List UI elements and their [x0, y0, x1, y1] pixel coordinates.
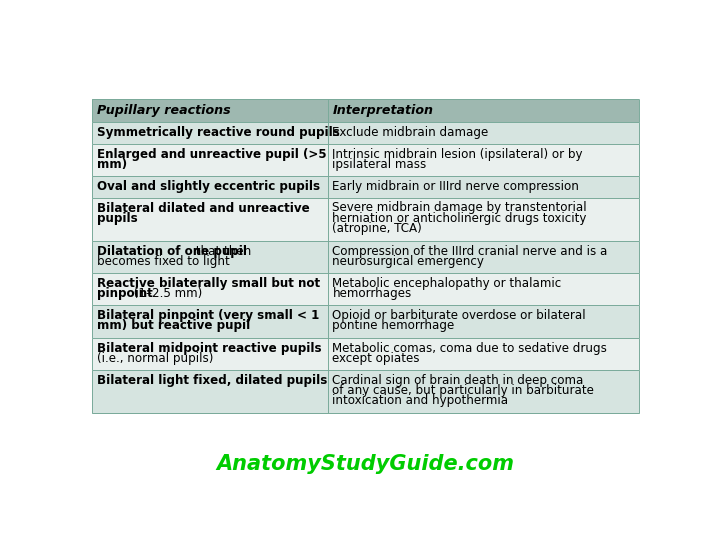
Text: Enlarged and unreactive pupil (>5: Enlarged and unreactive pupil (>5 — [97, 148, 327, 161]
Text: pupils: pupils — [97, 212, 138, 224]
Text: Bilateral light fixed, dilated pupils: Bilateral light fixed, dilated pupils — [97, 374, 327, 387]
Bar — [92, 122, 639, 144]
Text: Pupillary reactions: Pupillary reactions — [97, 104, 230, 117]
Text: ipsilateral mass: ipsilateral mass — [332, 158, 426, 171]
Text: neurosurgical emergency: neurosurgical emergency — [332, 255, 484, 267]
Text: Exclude midbrain damage: Exclude midbrain damage — [332, 126, 488, 139]
Text: (1–2.5 mm): (1–2.5 mm) — [130, 287, 202, 300]
Text: except opiates: except opiates — [332, 352, 420, 365]
Text: pinpoint: pinpoint — [97, 287, 153, 300]
Bar — [92, 198, 639, 241]
Text: Severe midbrain damage by transtentorial: Severe midbrain damage by transtentorial — [332, 201, 587, 214]
Text: Interpretation: Interpretation — [332, 104, 434, 117]
Text: becomes fixed to light: becomes fixed to light — [97, 255, 230, 267]
Bar — [92, 144, 639, 176]
Text: Opioid or barbiturate overdose or bilateral: Opioid or barbiturate overdose or bilate… — [332, 309, 586, 322]
Bar — [92, 273, 639, 306]
Text: hemorrhages: hemorrhages — [332, 287, 411, 300]
Text: Bilateral dilated and unreactive: Bilateral dilated and unreactive — [97, 201, 309, 214]
Text: Metabolic comas, coma due to sedative drugs: Metabolic comas, coma due to sedative dr… — [332, 342, 607, 354]
Text: (atropine, TCA): (atropine, TCA) — [332, 222, 422, 235]
Text: mm): mm) — [97, 158, 127, 171]
Text: Cardinal sign of brain death in deep coma: Cardinal sign of brain death in deep com… — [332, 374, 584, 387]
Text: herniation or anticholinergic drugs toxicity: herniation or anticholinergic drugs toxi… — [332, 212, 587, 224]
Text: Symmetrically reactive round pupils: Symmetrically reactive round pupils — [97, 126, 340, 139]
Bar — [92, 176, 639, 198]
Text: intoxication and hypothermia: intoxication and hypothermia — [332, 394, 508, 407]
Text: (i.e., normal pupils): (i.e., normal pupils) — [97, 352, 213, 365]
Text: that then: that then — [192, 245, 251, 258]
Text: Reactive bilaterally small but not: Reactive bilaterally small but not — [97, 277, 320, 290]
Text: AnatomyStudyGuide.com: AnatomyStudyGuide.com — [217, 454, 514, 474]
Text: Bilateral pinpoint (very small < 1: Bilateral pinpoint (very small < 1 — [97, 309, 319, 322]
Text: Early midbrain or IIIrd nerve compression: Early midbrain or IIIrd nerve compressio… — [332, 180, 580, 193]
Text: Dilatation of one pupil: Dilatation of one pupil — [97, 245, 247, 258]
Bar — [92, 99, 639, 122]
Text: Bilateral midpoint reactive pupils: Bilateral midpoint reactive pupils — [97, 342, 322, 354]
Bar — [92, 306, 639, 338]
Text: Oval and slightly eccentric pupils: Oval and slightly eccentric pupils — [97, 180, 320, 193]
Text: of any cause, but particularly in barbiturate: of any cause, but particularly in barbit… — [332, 384, 595, 397]
Text: Compression of the IIIrd cranial nerve and is a: Compression of the IIIrd cranial nerve a… — [332, 245, 608, 258]
Text: pontine hemorrhage: pontine hemorrhage — [332, 320, 455, 332]
Text: Intrinsic midbrain lesion (ipsilateral) or by: Intrinsic midbrain lesion (ipsilateral) … — [332, 148, 583, 161]
Text: mm) but reactive pupil: mm) but reactive pupil — [97, 320, 250, 332]
Bar — [92, 370, 639, 413]
Text: Metabolic encephalopathy or thalamic: Metabolic encephalopathy or thalamic — [332, 277, 562, 290]
Bar — [92, 338, 639, 370]
Bar — [92, 241, 639, 273]
